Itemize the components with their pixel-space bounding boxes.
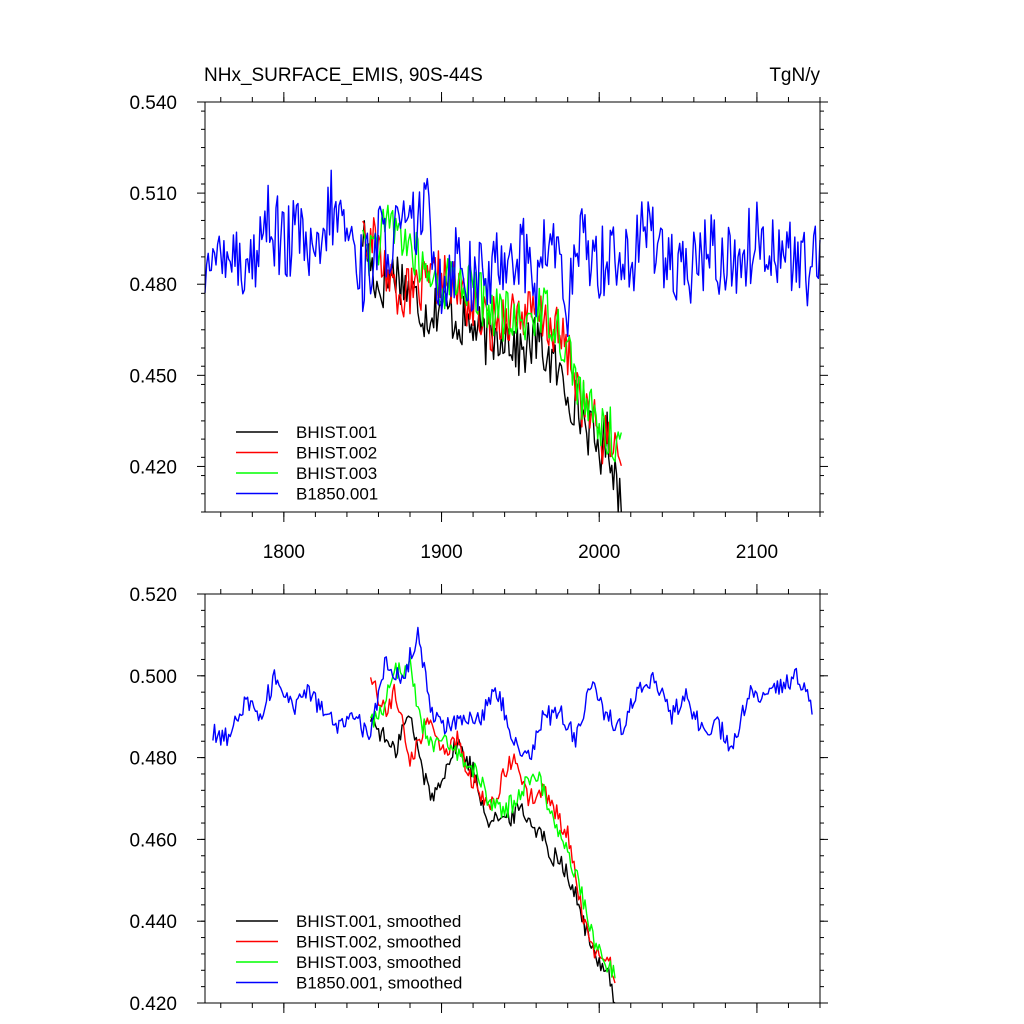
bottom-legend: BHIST.001, smoothed BHIST.002, smoothedBH…	[236, 912, 462, 993]
chart-title: NHx_SURFACE_EMIS, 90S-44S	[204, 65, 483, 86]
bottom-plot-frame	[204, 593, 821, 1004]
y-tick-label: 0.460	[129, 830, 177, 851]
y-tick-label: 0.420	[129, 457, 177, 478]
legend-label: BHIST.002, smoothed	[296, 933, 461, 952]
y-tick-label: 0.420	[129, 994, 177, 1015]
y-tick-label: 0.480	[129, 749, 177, 770]
y-tick-label: 0.450	[129, 366, 177, 387]
chart-units: TgN/y	[769, 65, 820, 86]
series-line-2	[362, 204, 622, 463]
y-tick-label: 0.520	[129, 585, 177, 606]
legend-label: BHIST.003	[296, 464, 377, 483]
legend-label: BHIST.002	[296, 444, 377, 463]
series-line-3	[204, 169, 821, 338]
x-tick-label: 1900	[420, 542, 462, 563]
x-tick-label: 2100	[736, 542, 778, 563]
legend-label: BHIST.003, smoothed	[296, 953, 461, 972]
series-line-2	[369, 656, 616, 979]
bottom-panel: 0.420 0.440 0.460 0.480 0.500 0.520 BHIST.001…	[129, 584, 828, 1015]
legend-label: B1850.001, smoothed	[296, 974, 462, 993]
y-tick-label: 0.480	[129, 275, 177, 296]
legend-label: BHIST.001, smoothed	[296, 912, 461, 931]
top-panel: 0.420 0.450 0.480 0.510 0.540 1800 1900 2000 210…	[129, 92, 828, 563]
top-plot-frame	[204, 101, 821, 513]
series-line-0	[369, 715, 616, 1004]
legend-label: B1850.001	[296, 485, 378, 504]
y-tick-label: 0.500	[129, 667, 177, 688]
y-tick-label: 0.510	[129, 184, 177, 205]
series-line-3	[212, 626, 813, 761]
x-tick-label: 1800	[263, 542, 305, 563]
legend-label: BHIST.001	[296, 423, 377, 442]
y-tick-label: 0.440	[129, 912, 177, 933]
y-tick-label: 0.540	[129, 93, 177, 114]
series-line-1	[369, 677, 616, 984]
x-tick-label: 2000	[578, 542, 620, 563]
